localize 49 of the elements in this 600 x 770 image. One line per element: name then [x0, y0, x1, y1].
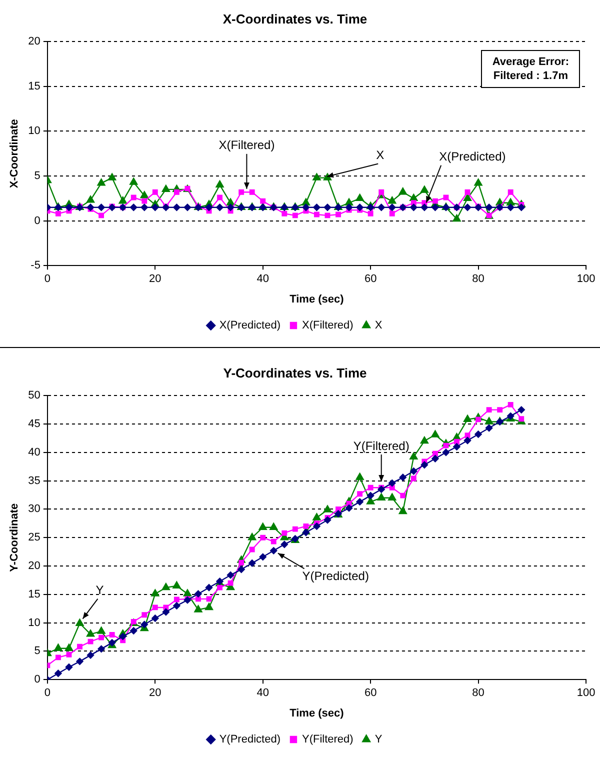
y-tick-label: 0	[34, 674, 40, 686]
x-tick-label: 20	[149, 687, 162, 700]
y-tick-label: 15	[28, 588, 40, 600]
chart-title: Y-Coordinates vs. Time	[223, 365, 367, 380]
y-axis-title: X-Coordinate	[8, 119, 21, 188]
x-tick-label: 40	[256, 687, 269, 700]
chart-title: X-Coordinates vs. Time	[222, 11, 368, 26]
legend-label: Y(Filtered)	[302, 734, 354, 746]
y-tick-label: 30	[28, 503, 40, 516]
y-tick-label: 20	[28, 560, 40, 572]
legend-label: X(Filtered)	[302, 320, 354, 332]
y-tick-label: 5	[34, 170, 40, 182]
x-tick-label: 80	[472, 273, 484, 286]
annotation: Y(Filtered)	[353, 438, 410, 453]
y-tick-label: 10	[28, 616, 40, 629]
y-tick-label: 5	[34, 645, 40, 658]
x-tick-label: 20	[149, 273, 162, 286]
annotation: Average Error:	[492, 54, 569, 69]
y-tick-label: 45	[28, 418, 40, 430]
y-tick-label: 0	[34, 214, 40, 227]
x-axis-title: Time (sec)	[290, 707, 344, 720]
y-tick-label: 35	[28, 474, 40, 487]
annotation: Filtered : 1.7m	[492, 68, 569, 83]
x-tick-label: 80	[472, 687, 484, 700]
y-tick-label: -5	[30, 260, 40, 272]
x-tick-label: 0	[44, 273, 50, 286]
x-tick-label: 0	[44, 687, 50, 700]
y-axis-title: Y-Coordinate	[8, 503, 21, 572]
y-tick-label: 10	[28, 125, 40, 138]
x-tick-label: 60	[364, 687, 377, 700]
legend-label: X	[374, 320, 383, 332]
x-tick-label: 40	[256, 273, 269, 286]
annotation: Y	[96, 583, 104, 598]
x-axis-title: Time (sec)	[290, 293, 344, 306]
y-tick-label: 15	[28, 80, 40, 92]
x-tick-label: 100	[576, 687, 596, 700]
legend-label: Y	[374, 734, 383, 746]
x-tick-label: 100	[576, 273, 596, 286]
annotation: X(Filtered)	[218, 138, 275, 152]
annotation: Y(Predicted)	[302, 568, 369, 583]
annotation: X	[376, 148, 384, 162]
y-tick-label: 25	[28, 532, 40, 544]
legend-label: Y(Predicted)	[219, 734, 280, 746]
annotation: X(Predicted)	[439, 150, 506, 164]
x-tick-label: 60	[364, 273, 377, 286]
y-tick-label: 40	[28, 446, 40, 458]
y-tick-label: 20	[28, 36, 40, 48]
legend-label: X(Predicted)	[219, 320, 280, 332]
y-tick-label: 50	[28, 390, 40, 402]
